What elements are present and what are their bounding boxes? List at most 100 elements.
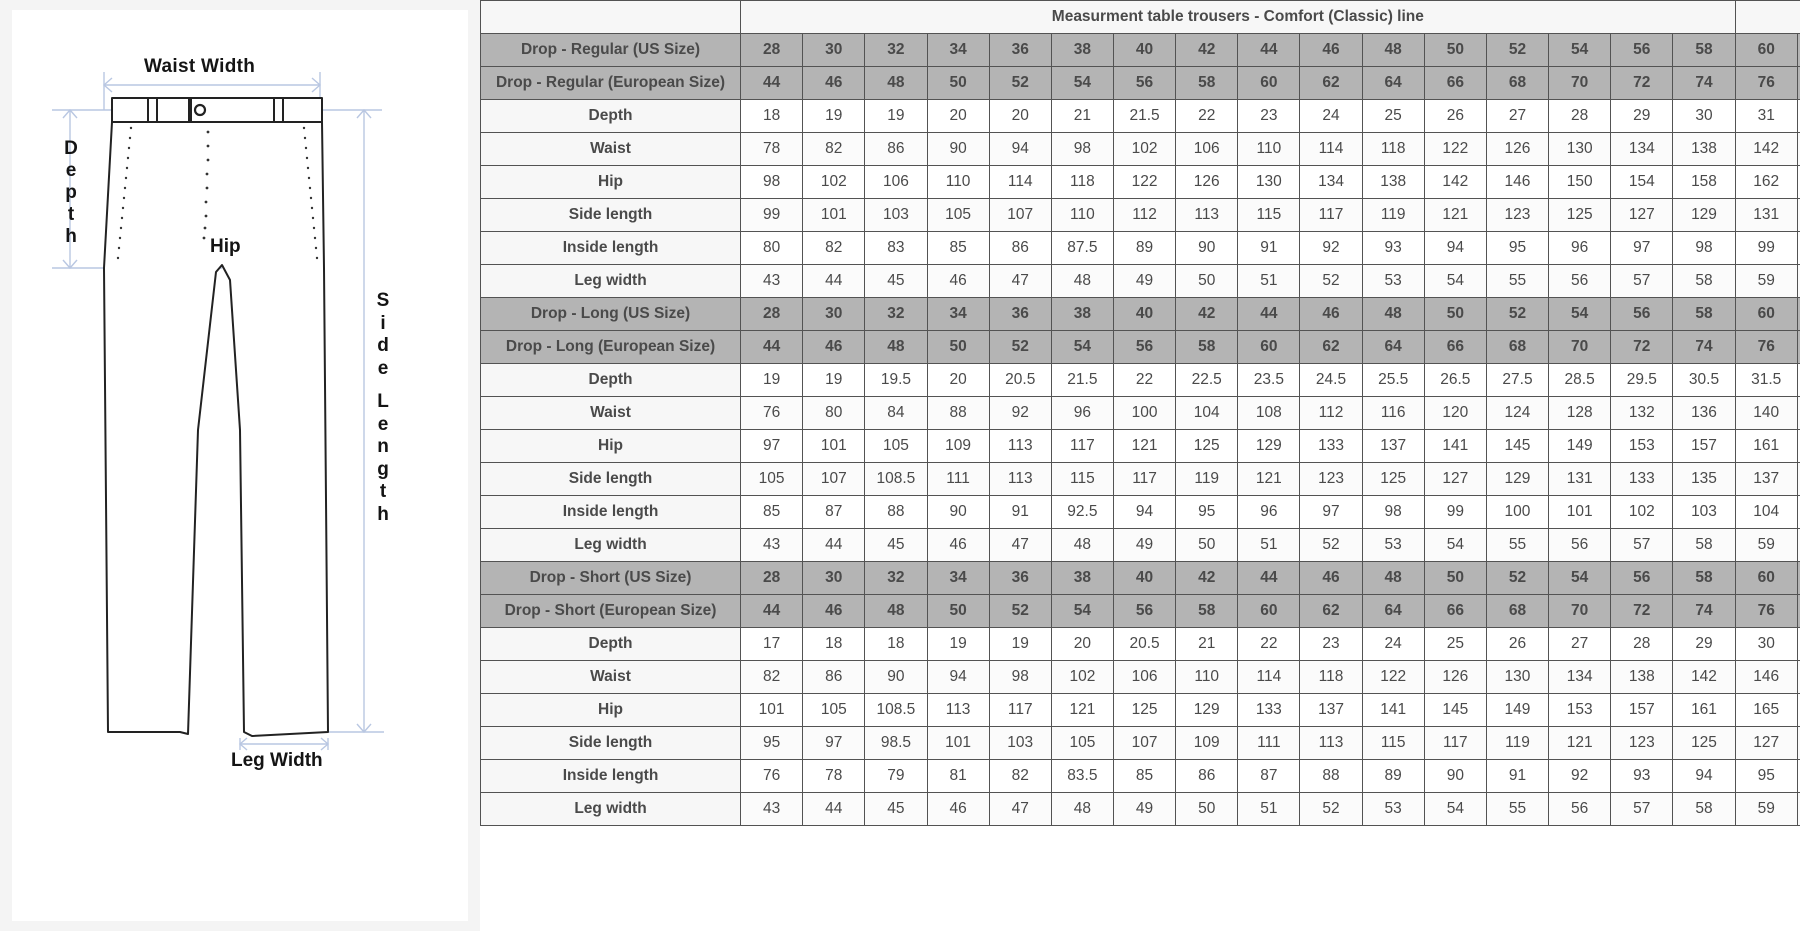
size-header-cell: 60 <box>1237 66 1301 100</box>
measurement-cell: 30 <box>1672 99 1736 133</box>
measurement-cell: 107 <box>802 462 866 496</box>
size-header-cell: 36 <box>988 297 1052 331</box>
measurement-cell: 88 <box>926 396 990 430</box>
leg-width-label: Leg Width <box>231 750 323 771</box>
size-header-cell: 40 <box>1112 33 1177 67</box>
measurement-cell: 45 <box>864 264 928 298</box>
table-row: Waist 76 80 84 88 92 96 100 104 108 112 116 120 124 12… <box>479 396 1800 430</box>
measurement-cell: 22 <box>1112 363 1177 397</box>
measurement-cell: 19 <box>864 99 928 133</box>
measurement-cell: 82 <box>740 660 804 694</box>
measurement-cell: 25.5 <box>1361 363 1425 397</box>
measurement-cell: 111 <box>926 462 990 496</box>
size-header-cell: 76 <box>1734 594 1798 628</box>
measurement-label: Waist <box>479 660 742 694</box>
measurement-cell: 25 <box>1361 99 1425 133</box>
size-header-cell: 50 <box>926 594 990 628</box>
measurement-cell: 20.5 <box>988 363 1052 397</box>
measurement-cell: 100 <box>1485 495 1550 529</box>
measurement-cell: 88 <box>864 495 928 529</box>
size-header-cell: 44 <box>1237 561 1301 595</box>
measurement-cell: 57 <box>1610 264 1674 298</box>
measurement-cell: 47 <box>988 528 1052 562</box>
measurement-cell: 129 <box>1237 429 1301 463</box>
size-header-cell: 38 <box>1050 561 1114 595</box>
measurement-cell: 99 <box>1423 495 1487 529</box>
size-header-cell: 64 <box>1361 594 1425 628</box>
measurement-cell: 115 <box>1050 462 1114 496</box>
size-header-label: Drop - Long (European Size) <box>479 330 742 364</box>
measurement-cell: 104 <box>1734 495 1798 529</box>
measurement-label: Side length <box>479 726 742 760</box>
size-header-cell: 62 <box>1299 330 1363 364</box>
size-header-cell: 76 <box>1734 66 1798 100</box>
measurement-cell: 109 <box>926 429 990 463</box>
measurement-cell: 97 <box>802 726 866 760</box>
measurement-label: Depth <box>479 99 742 133</box>
measurement-cell: 109 <box>1175 726 1239 760</box>
size-header-cell: 68 <box>1485 594 1550 628</box>
measurement-cell: 140 <box>1734 396 1798 430</box>
measurement-cell: 97 <box>1610 231 1674 265</box>
measurement-cell: 137 <box>1299 693 1363 727</box>
measurement-cell: 44 <box>802 264 866 298</box>
measurement-cell: 82 <box>802 132 866 166</box>
measurement-label: Leg width <box>479 264 742 298</box>
measurement-cell: 20 <box>926 363 990 397</box>
measurement-cell: 29 <box>1610 99 1674 133</box>
size-header-cell: 42 <box>1175 33 1239 67</box>
measurement-cell: 90 <box>864 660 928 694</box>
table-row: Side length 105 107 108.5 111 113 115 117 119 121… <box>479 462 1800 496</box>
size-header-cell: 30 <box>802 561 866 595</box>
size-header-cell: 34 <box>926 297 990 331</box>
measurement-cell: 129 <box>1672 198 1736 232</box>
table-row: Inside length 80 82 83 85 86 87.5 89 90 91 92 93 94 9… <box>479 231 1800 265</box>
measurement-cell: 94 <box>1112 495 1177 529</box>
measurement-cell: 30 <box>1734 627 1798 661</box>
size-header-cell: 40 <box>1112 561 1177 595</box>
size-header-cell: 44 <box>740 330 804 364</box>
measurement-cell: 19 <box>988 627 1052 661</box>
measurement-cell: 94 <box>1423 231 1487 265</box>
measurement-cell: 113 <box>988 462 1052 496</box>
measurement-cell: 52 <box>1299 792 1363 826</box>
measurement-cell: 101 <box>802 429 866 463</box>
measurement-cell: 94 <box>988 132 1052 166</box>
measurement-cell: 76 <box>740 396 804 430</box>
measurement-cell: 145 <box>1485 429 1550 463</box>
measurement-cell: 133 <box>1237 693 1301 727</box>
measurement-cell: 46 <box>926 528 990 562</box>
size-header-cell: 52 <box>988 330 1052 364</box>
measurement-cell: 149 <box>1485 693 1550 727</box>
measurement-cell: 44 <box>802 792 866 826</box>
measurement-cell: 158 <box>1672 165 1736 199</box>
measurement-cell: 43 <box>740 528 804 562</box>
measurement-cell: 31 <box>1734 99 1798 133</box>
table-row: Hip 101 105 108.5 113 117 121 125 129 133 137 141 14… <box>479 693 1800 727</box>
measurement-cell: 118 <box>1050 165 1114 199</box>
size-header-cell: 44 <box>740 66 804 100</box>
size-header-cell: 58 <box>1175 330 1239 364</box>
measurement-cell: 153 <box>1610 429 1674 463</box>
measurement-cell: 90 <box>1423 759 1487 793</box>
size-header-cell: 54 <box>1548 33 1612 67</box>
measurement-cell: 113 <box>1299 726 1363 760</box>
measurement-cell: 90 <box>1175 231 1239 265</box>
measurement-cell: 142 <box>1423 165 1487 199</box>
measurement-cell: 165 <box>1734 693 1798 727</box>
measurement-cell: 97 <box>1299 495 1363 529</box>
measurement-cell: 125 <box>1175 429 1239 463</box>
measurement-cell: 128 <box>1548 396 1612 430</box>
measurement-cell: 51 <box>1237 792 1301 826</box>
measurement-cell: 106 <box>1112 660 1177 694</box>
measurement-cell: 46 <box>926 792 990 826</box>
measurement-cell: 149 <box>1548 429 1612 463</box>
measurement-cell: 122 <box>1423 132 1487 166</box>
measurement-cell: 157 <box>1672 429 1736 463</box>
table-row: Waist 78 82 86 90 94 98 102 106 110 114 118 122 126 13… <box>479 132 1800 166</box>
size-header-cell: 44 <box>1237 33 1301 67</box>
size-header-cell: 72 <box>1610 66 1674 100</box>
size-header-cell: 58 <box>1175 66 1239 100</box>
measurement-cell: 119 <box>1361 198 1425 232</box>
